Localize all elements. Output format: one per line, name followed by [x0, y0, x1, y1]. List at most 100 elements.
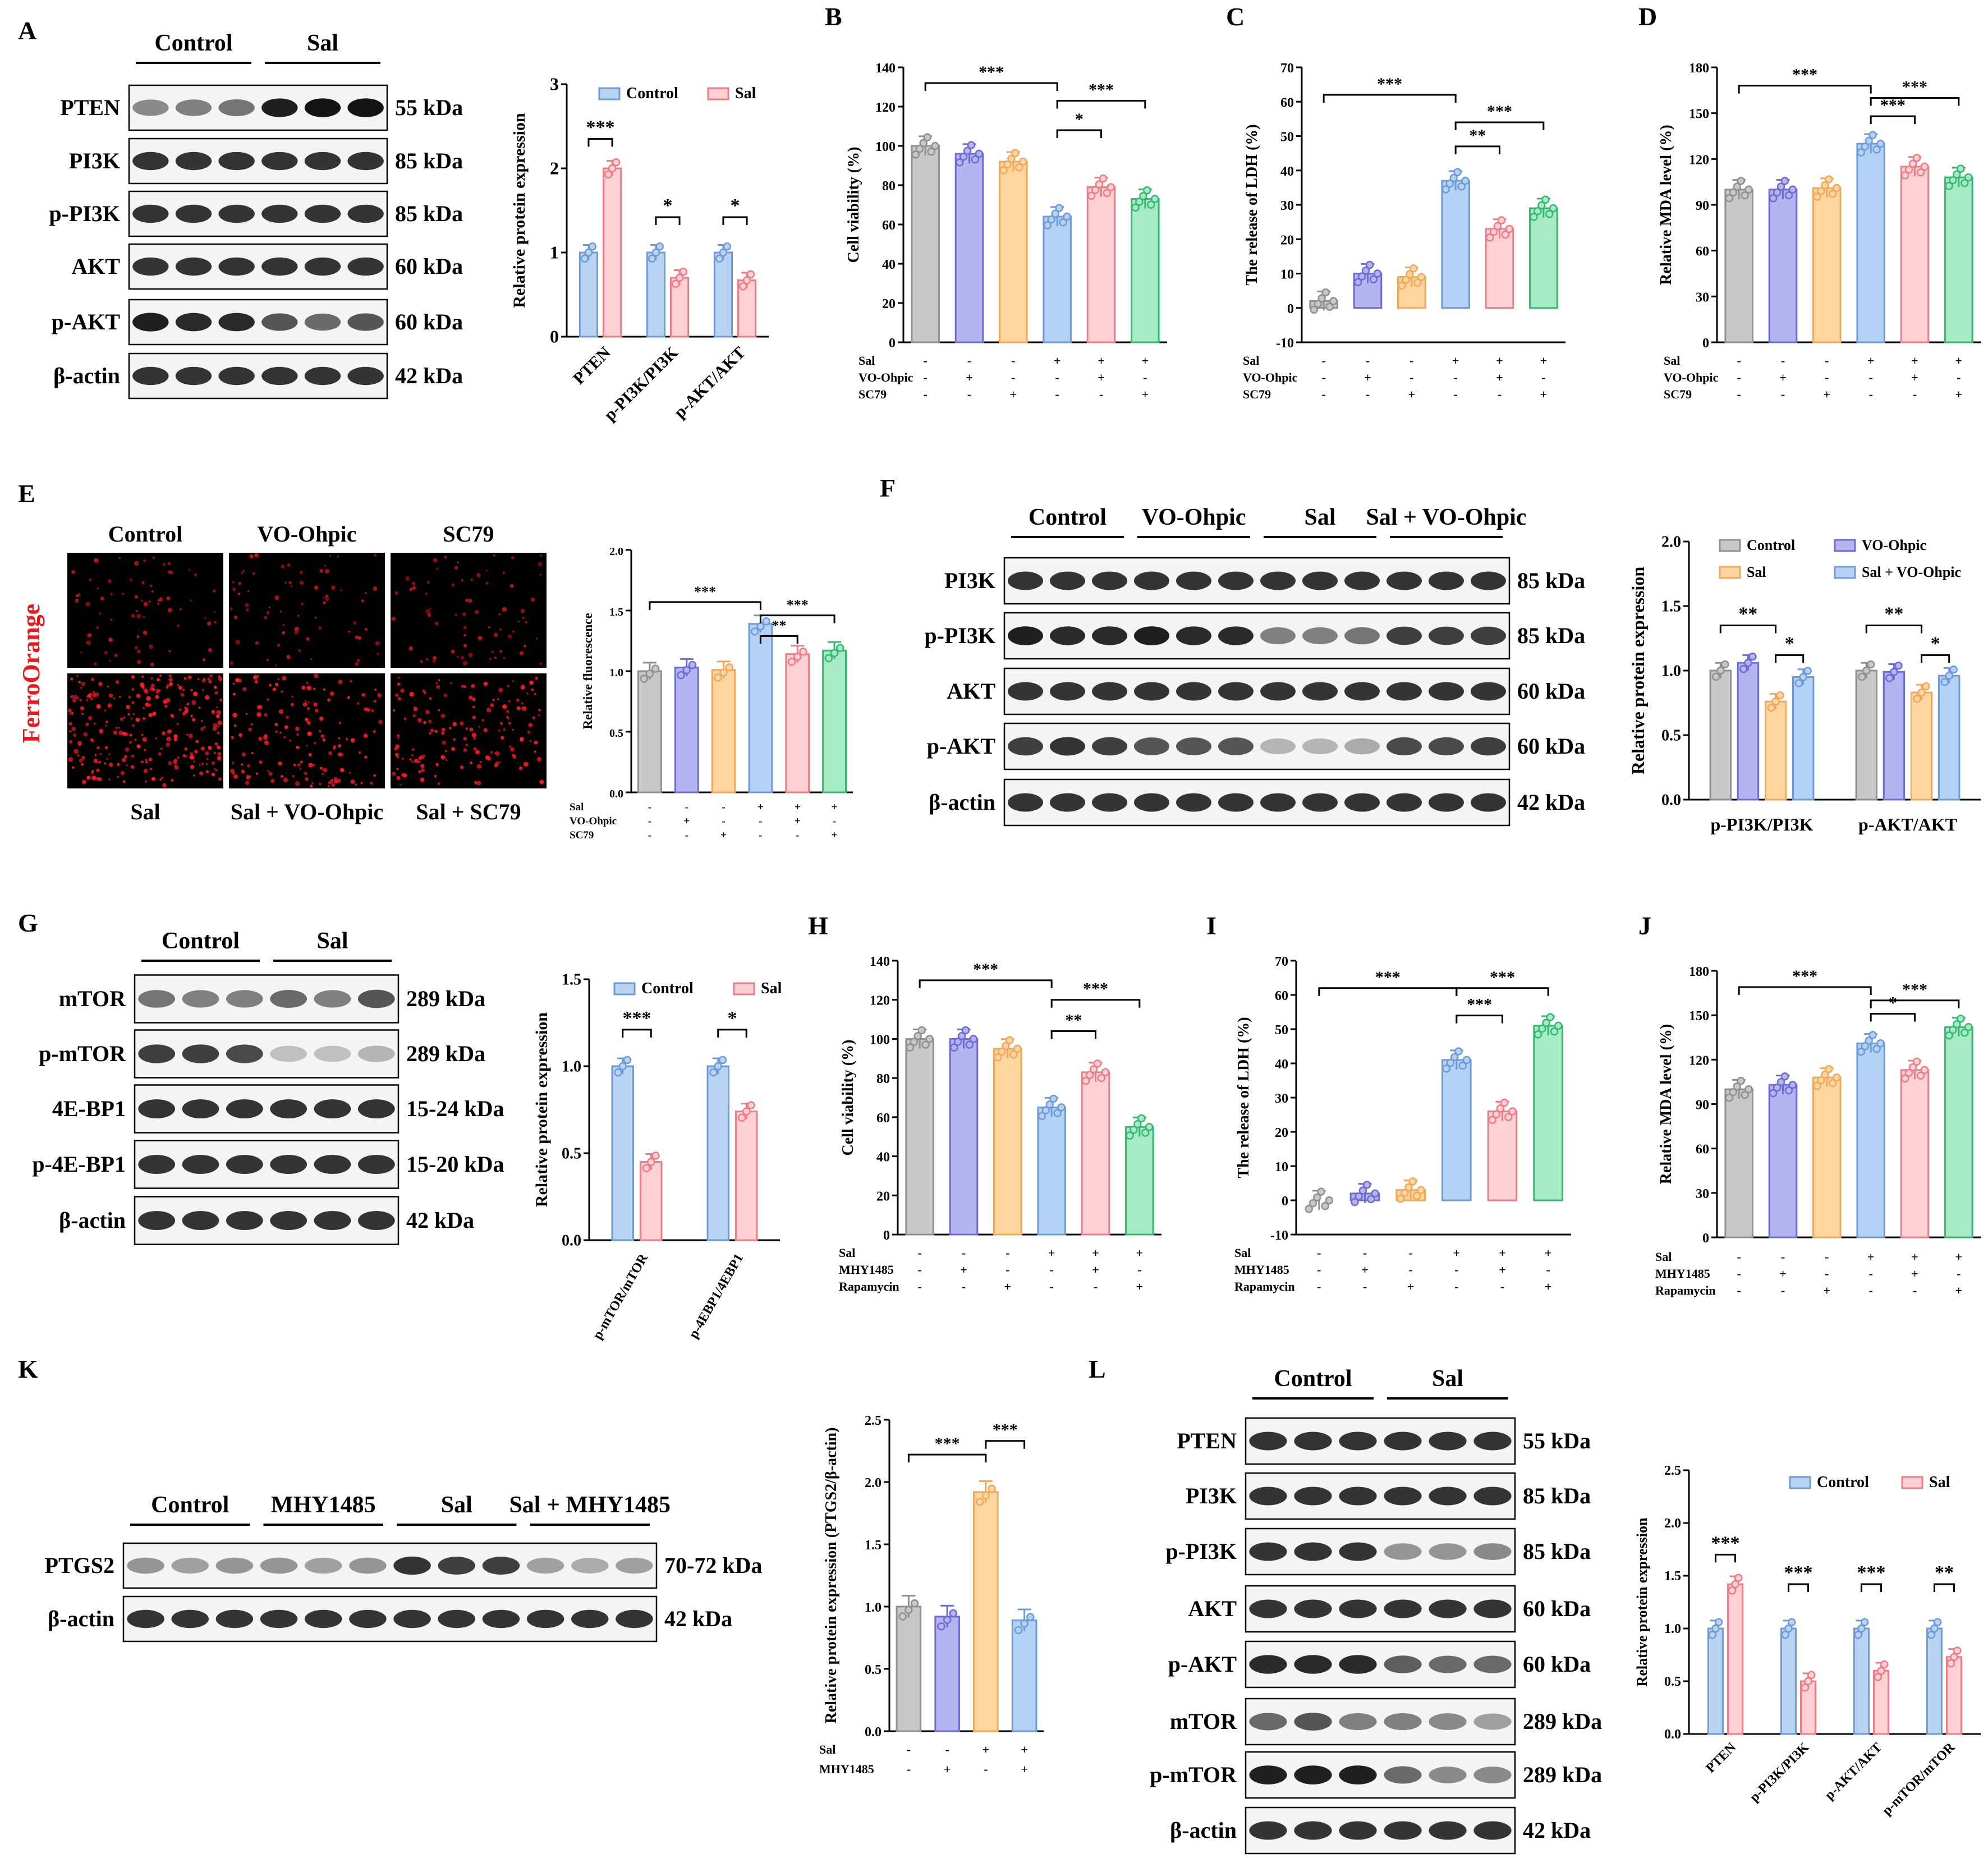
data-point — [1917, 688, 1926, 697]
fluorescent-spot — [420, 764, 425, 768]
legend-label: VO-Ohpic — [1862, 537, 1926, 553]
fluorescent-spot — [200, 727, 204, 731]
condition-name: MHY1485 — [819, 1762, 874, 1776]
fluorescent-spot — [191, 700, 196, 705]
y-tick-label: 60 — [882, 218, 896, 233]
significance-marker: ** — [1738, 604, 1757, 625]
fluorescent-spot — [120, 770, 125, 776]
blot-band — [482, 1557, 520, 1575]
condition-mark: - — [1409, 1246, 1413, 1260]
fluorescent-spot — [503, 728, 506, 731]
data-point — [651, 248, 660, 257]
fluorescent-spot — [375, 641, 380, 646]
data-point — [931, 141, 939, 150]
blot-band — [175, 152, 212, 171]
fluorescent-spot — [96, 761, 99, 764]
data-point — [1445, 180, 1454, 188]
fluorescent-spot — [151, 590, 154, 593]
bar — [1081, 1071, 1110, 1236]
y-tick-label: 40 — [876, 1150, 890, 1165]
fluorescent-spot — [288, 581, 292, 584]
y-tick-label: 20 — [1280, 233, 1294, 247]
data-point — [1312, 1193, 1321, 1202]
bar — [1485, 228, 1514, 309]
data-point — [1309, 1199, 1317, 1208]
data-point — [1729, 1088, 1738, 1097]
bar — [1125, 1126, 1154, 1236]
condition-mark: + — [1021, 1762, 1028, 1776]
fluorescent-spot — [150, 662, 154, 667]
significance-bracket — [1056, 100, 1146, 109]
fluorescent-spot — [229, 661, 234, 665]
significance-marker: * — [731, 195, 740, 216]
fluorescent-spot — [478, 726, 480, 728]
condition-mark: - — [945, 1742, 949, 1756]
fluorescent-spot — [163, 699, 168, 704]
fluorescent-spot — [444, 750, 447, 753]
blot-band — [226, 990, 263, 1008]
fluorescent-spot — [333, 747, 335, 750]
y-tick-label: 0 — [550, 327, 559, 347]
data-point — [1317, 1187, 1325, 1196]
blot-band — [1473, 1487, 1512, 1506]
blot-band — [1249, 1599, 1287, 1618]
x-tick-label: p-4EBP1/4EBP1 — [686, 1251, 746, 1341]
condition-mark: + — [1867, 354, 1875, 368]
kda-label: 42 kDa — [395, 363, 463, 388]
fluorescent-spot — [81, 763, 84, 766]
condition-mark: - — [924, 354, 928, 368]
data-point — [1828, 1079, 1837, 1088]
fluorescent-spot — [170, 713, 174, 718]
data-point — [1781, 1631, 1789, 1639]
fluorescent-spot — [493, 554, 495, 557]
fluorescent-spot — [425, 658, 429, 661]
condition-mark: + — [795, 801, 801, 813]
blot-strip — [1003, 557, 1510, 605]
fluorescent-spot — [521, 702, 524, 705]
fluorescent-spot — [528, 723, 533, 728]
condition-name: SC79 — [1243, 387, 1271, 401]
fluorescent-spot — [399, 783, 401, 786]
data-point — [1708, 1631, 1716, 1639]
fluorescent-spot — [374, 553, 377, 557]
fluorescent-spot — [251, 752, 254, 755]
blot-band — [1339, 1487, 1377, 1506]
data-point — [1872, 1045, 1881, 1053]
fluorescent-spot — [282, 631, 286, 635]
significance-marker: * — [1931, 633, 1940, 654]
blot-band — [314, 990, 351, 1008]
blot-band — [1260, 738, 1296, 755]
fluorescent-spot — [512, 630, 515, 633]
data-point — [1412, 1191, 1421, 1200]
fluorescent-spot — [481, 718, 485, 722]
condition-mark: + — [757, 801, 764, 813]
data-point — [1964, 173, 1973, 182]
blot-band — [526, 1609, 564, 1628]
fluorescent-spot — [179, 608, 182, 611]
fluorescent-spot — [161, 731, 166, 736]
significance-marker: *** — [1902, 980, 1927, 999]
fluorescent-spot — [76, 675, 79, 677]
fluorescent-spot — [182, 689, 185, 691]
fluorescent-spot — [162, 783, 167, 788]
data-point — [1538, 1024, 1546, 1033]
fluorescent-spot — [130, 765, 135, 769]
fluorescent-spot — [68, 740, 73, 744]
blot-band — [182, 1211, 219, 1230]
kda-label: 60 kDa — [1523, 1596, 1591, 1621]
kda-label: 60 kDa — [395, 254, 463, 279]
fluorescent-spot — [469, 727, 474, 732]
protein-label: PTEN — [1177, 1428, 1237, 1453]
fluorescent-spot — [411, 754, 414, 756]
blot-band — [347, 204, 384, 223]
fluorescent-spot — [430, 728, 434, 732]
y-tick-label: 60 — [876, 1111, 890, 1126]
fluorescent-spot — [68, 757, 74, 762]
fluorescent-spot — [463, 634, 466, 637]
significance-marker: * — [1075, 110, 1083, 129]
data-point — [1450, 1053, 1459, 1062]
fluorescent-spot — [413, 707, 418, 712]
data-point — [737, 1113, 746, 1122]
bar — [1709, 669, 1732, 801]
fluorescent-spot — [246, 774, 250, 778]
